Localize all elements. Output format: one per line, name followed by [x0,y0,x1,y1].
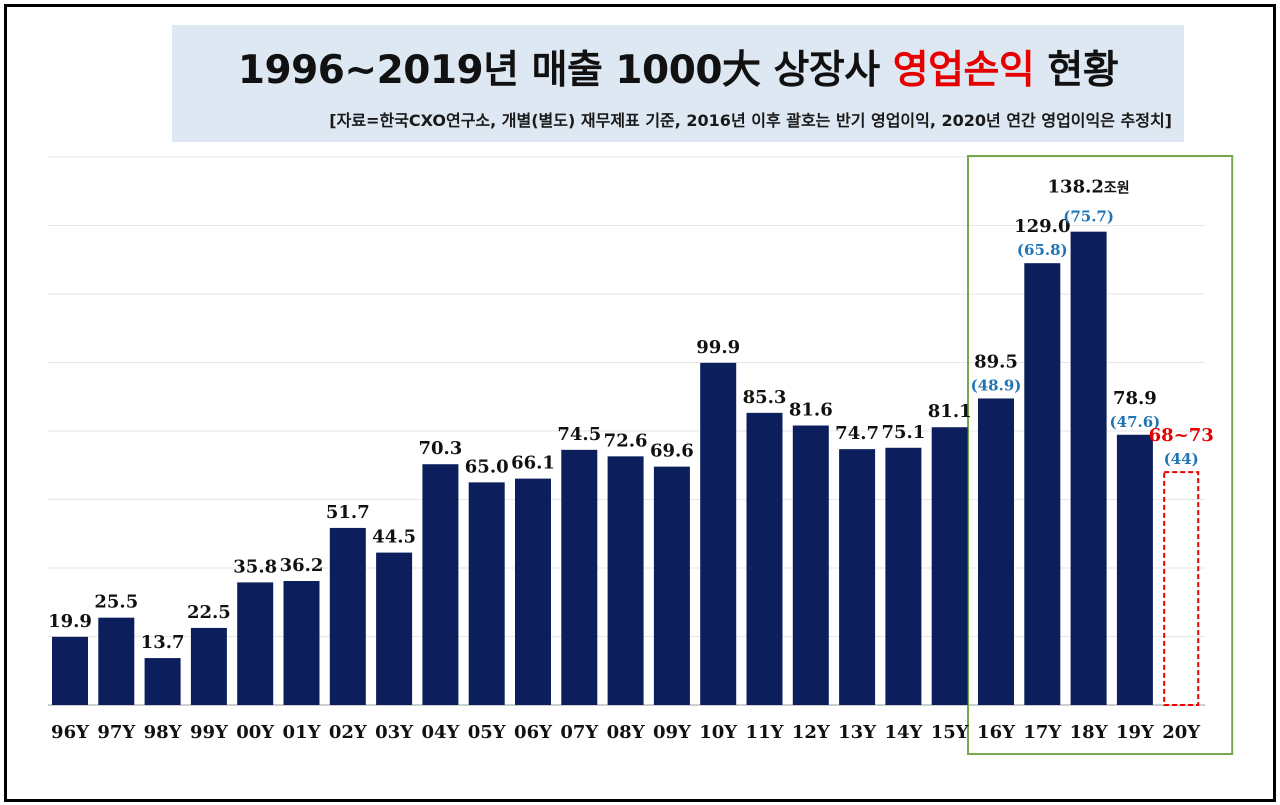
bar-09Y [653,466,690,705]
tick-label-01Y: 01Y [283,722,322,743]
value-label-12Y: 81.6 [789,400,833,421]
tick-label-02Y: 02Y [329,722,368,743]
bar-04Y [422,464,459,705]
value-label-04Y: 70.3 [418,438,462,459]
value-label-09Y: 69.6 [650,441,694,462]
value-label-06Y: 66.1 [511,453,555,474]
bar-16Y [978,398,1014,705]
bar-15Y [931,427,968,705]
value-label-15Y: 81.1 [928,401,972,422]
value-label-00Y: 35.8 [233,556,277,577]
value-label-07Y: 74.5 [557,424,601,445]
bar-06Y [515,478,551,705]
value-label-18Y: 138.2조원 [1048,177,1130,198]
bar-96Y [52,636,88,705]
tick-label-17Y: 17Y [1023,722,1062,743]
half-year-label-19Y: (47.6) [1110,413,1161,431]
tick-label-10Y: 10Y [699,722,738,743]
bar-00Y [237,582,274,705]
bar-12Y [792,425,829,705]
value-label-20Y: 68~73 [1149,425,1214,446]
value-label-05Y: 65.0 [465,456,509,477]
chart-title: 1996~2019년 매출 1000大 상장사 영업손익 현황 [172,39,1184,95]
value-label-19Y: 78.9 [1113,388,1157,409]
bar-18Y [1070,231,1107,706]
tick-label-11Y: 11Y [746,722,785,743]
bar-17Y [1024,263,1061,705]
highlight-box [967,155,1234,755]
tick-label-08Y: 08Y [607,722,646,743]
bar-13Y [839,449,876,705]
bar-14Y [885,447,922,705]
bar-01Y [283,581,320,705]
bar-11Y [746,412,783,705]
half-year-label-20Y: (44) [1164,450,1199,468]
title-part2: 현황 [1034,48,1119,93]
bar-05Y [468,482,505,705]
bar-99Y [190,627,227,705]
half-year-label-16Y: (48.9) [971,376,1022,394]
tick-label-04Y: 04Y [421,722,460,743]
tick-label-06Y: 06Y [514,722,553,743]
tick-label-98Y: 98Y [144,722,183,743]
tick-label-05Y: 05Y [468,722,507,743]
tick-label-16Y: 16Y [977,722,1016,743]
bar-08Y [607,456,644,705]
value-label-96Y: 19.9 [48,611,92,632]
value-label-16Y: 89.5 [974,351,1018,372]
tick-label-97Y: 97Y [97,722,136,743]
tick-label-07Y: 07Y [560,722,599,743]
tick-label-15Y: 15Y [931,722,970,743]
bar-10Y [700,362,737,705]
tick-label-14Y: 14Y [884,722,923,743]
bar-98Y [144,658,181,705]
tick-label-13Y: 13Y [838,722,877,743]
tick-label-19Y: 19Y [1116,722,1155,743]
tick-label-18Y: 18Y [1070,722,1109,743]
bar-02Y [329,527,366,705]
bar-19Y [1116,434,1153,705]
value-label-03Y: 44.5 [372,527,416,548]
value-label-14Y: 75.1 [881,422,925,443]
value-label-98Y: 13.7 [141,632,185,653]
bar-07Y [561,449,598,705]
bar-03Y [376,552,413,705]
tick-label-96Y: 96Y [51,722,90,743]
value-label-11Y: 85.3 [743,387,787,408]
value-label-01Y: 36.2 [280,555,324,576]
bar-97Y [98,617,135,705]
tick-label-99Y: 99Y [190,722,229,743]
value-label-10Y: 99.9 [696,337,740,358]
half-year-label-17Y: (65.8) [1017,241,1068,259]
estimate-bar-20Y [1163,471,1200,706]
title-box: 1996~2019년 매출 1000大 상장사 영업손익 현황 [자료=한국CX… [172,25,1184,142]
value-label-99Y: 22.5 [187,602,231,623]
value-label-97Y: 25.5 [94,592,138,613]
tick-label-09Y: 09Y [653,722,692,743]
tick-label-12Y: 12Y [792,722,831,743]
title-highlight: 영업손익 [892,48,1035,93]
value-label-08Y: 72.6 [604,430,648,451]
half-year-label-18Y: (75.7) [1063,208,1114,226]
value-label-17Y: 129.0 [1014,216,1070,237]
tick-label-00Y: 00Y [236,722,275,743]
value-label-02Y: 51.7 [326,502,370,523]
tick-label-20Y: 20Y [1162,722,1201,743]
value-label-13Y: 74.7 [835,423,879,444]
chart-subtitle: [자료=한국CXO연구소, 개별(별도) 재무제표 기준, 2016년 이후 괄… [329,111,1172,130]
title-part1: 1996~2019년 매출 1000大 상장사 [237,48,893,93]
tick-label-03Y: 03Y [375,722,414,743]
